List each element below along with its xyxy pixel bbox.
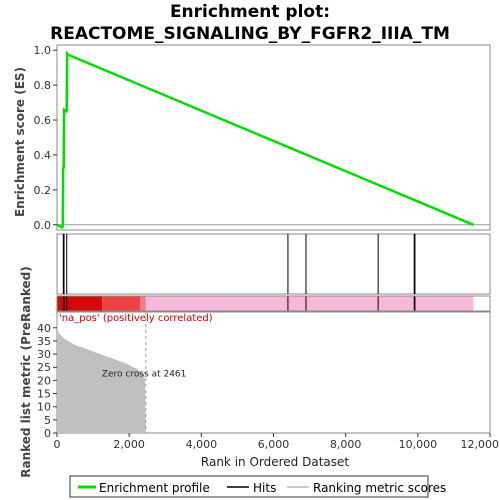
rank-xtick-label: 2,000	[113, 438, 145, 451]
chart-title-line1: Enrichment plot:	[170, 2, 330, 22]
rank-xlabel: Rank in Ordered Dataset	[201, 455, 349, 469]
es-frame	[56, 44, 491, 231]
color-bar-segment	[57, 296, 103, 311]
legend-enrichment-label: Enrichment profile	[99, 481, 210, 495]
es-ytick-label: 0.4	[34, 149, 52, 162]
es-ytick-label: 1.0	[34, 44, 52, 57]
ranking-metric-area	[57, 317, 146, 433]
rank-ytick-label: 40	[37, 322, 51, 335]
rank-ytick-label: 20	[37, 374, 51, 387]
rank-ytick-label: 35	[37, 335, 51, 348]
es-ytick-label: 0.6	[34, 114, 52, 127]
positive-correlation-label: 'na_pos' (positively correlated)	[59, 313, 213, 324]
color-bar-panel	[56, 295, 491, 312]
hits-panel	[56, 233, 491, 295]
rank-ytick-label: 5	[44, 414, 51, 427]
rank-xtick-label: 10,000	[399, 438, 438, 451]
color-bar-frame	[56, 295, 491, 312]
chart-title-line2: REACTOME_SIGNALING_BY_FGFR2_IIIA_TM	[50, 24, 450, 44]
es-ytick-label: 0.0	[34, 219, 52, 232]
es-ytick-label: 0.2	[34, 184, 52, 197]
rank-xtick-label: 6,000	[258, 438, 290, 451]
rank-ytick-label: 25	[37, 361, 51, 374]
color-bar-segment	[102, 296, 140, 311]
rank-ytick-label: 10	[37, 401, 51, 414]
hits-frame	[56, 233, 491, 295]
rank-xtick-label: 0	[54, 438, 61, 451]
rank-ytick-label: 15	[37, 388, 51, 401]
es-panel: 0.0 0.2 0.4 0.6 0.8 1.0	[34, 44, 491, 232]
rank-xtick-label: 8,000	[330, 438, 362, 451]
legend: Enrichment profile Hits Ranking metric s…	[69, 475, 446, 498]
enrichment-profile-line	[56, 50, 474, 229]
es-ylabel: Enrichment score (ES)	[13, 67, 27, 217]
legend-hits-label: Hits	[253, 481, 276, 495]
rank-ylabel: Ranked list metric (PreRanked)	[19, 266, 33, 478]
rank-xtick-label: 4,000	[186, 438, 218, 451]
es-ytick-label: 0.8	[34, 79, 52, 92]
rank-panel: Zero cross at 2461 'na_pos' (positively c…	[37, 311, 500, 451]
rank-ytick-label: 0	[44, 427, 51, 440]
rank-xtick-label: 12,000	[461, 438, 500, 451]
rank-ytick-label: 30	[37, 348, 51, 361]
zero-cross-label: Zero cross at 2461	[102, 369, 187, 379]
legend-metric-label: Ranking metric scores	[313, 481, 446, 495]
color-bar-segment	[139, 296, 146, 311]
color-bar-segment	[145, 296, 474, 311]
